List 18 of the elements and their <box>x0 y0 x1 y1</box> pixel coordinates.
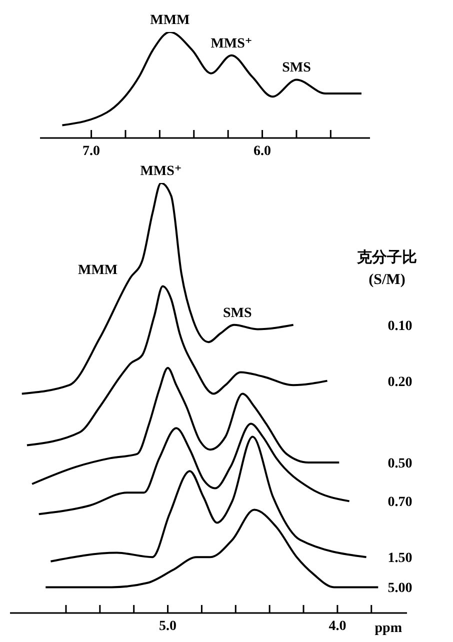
text: 0.50 <box>388 456 412 472</box>
text: 0.10 <box>388 318 412 334</box>
annotation: MMM <box>78 263 118 279</box>
x-tick-label: 7.0 <box>82 144 100 159</box>
series-label: 5.00 <box>388 581 412 596</box>
annotation: MMS⁺ <box>210 36 252 52</box>
text: 0.70 <box>388 495 412 510</box>
annotation: SMS <box>222 306 252 321</box>
x-tick-label: 5.0 <box>159 619 177 634</box>
x-tick-label: 6.0 <box>254 144 272 159</box>
annotation: MMM <box>150 13 190 28</box>
x-tick-label: 4.0 <box>328 619 346 634</box>
x-axis-title: ppm <box>374 621 402 636</box>
annotation: SMS <box>282 60 312 76</box>
series-label: 1.50 <box>388 551 412 566</box>
text: 0.20 <box>388 374 412 390</box>
annotation: MMS⁺ <box>140 164 182 179</box>
legend-title: 克分子比 (S/M) <box>356 248 418 290</box>
